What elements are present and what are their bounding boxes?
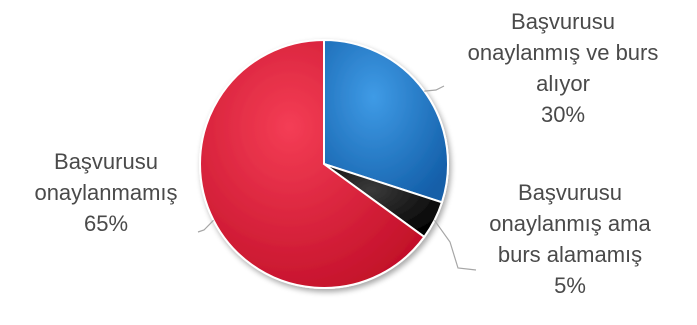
slice-percent-label: 30% xyxy=(540,102,586,127)
slice-label-line: onaylanmış ama xyxy=(489,211,651,236)
slice-label-line: Başvurusu xyxy=(518,180,622,205)
slice-label-approved-no-scholarship: Başvurusu onaylanmış ama burs alamamış 5… xyxy=(448,177,692,301)
slice-label-not-approved: Başvurusu onaylanmamış 65% xyxy=(6,146,206,239)
slice-percent-label: 5% xyxy=(554,273,586,298)
slice-label-line: onaylanmış ve burs xyxy=(467,40,659,65)
slice-percent-label: 65% xyxy=(83,211,129,236)
slice-label-line: burs alamamış xyxy=(497,242,643,267)
leader-line-approved-no-scholarship xyxy=(434,219,477,271)
slice-label-approved-with-scholarship: Başvurusu onaylanmış ve burs alıyor 30% xyxy=(425,6,697,130)
pie-slice-not-approved xyxy=(199,39,426,289)
leader-line-approved-with-scholarship xyxy=(424,85,445,92)
slice-label-line: Başvurusu xyxy=(511,9,615,34)
leader-line-not-approved xyxy=(197,219,214,233)
slice-label-line: Başvurusu xyxy=(54,149,158,174)
slice-label-line: onaylanmamış xyxy=(34,180,178,205)
slice-label-line: alıyor xyxy=(536,71,590,96)
